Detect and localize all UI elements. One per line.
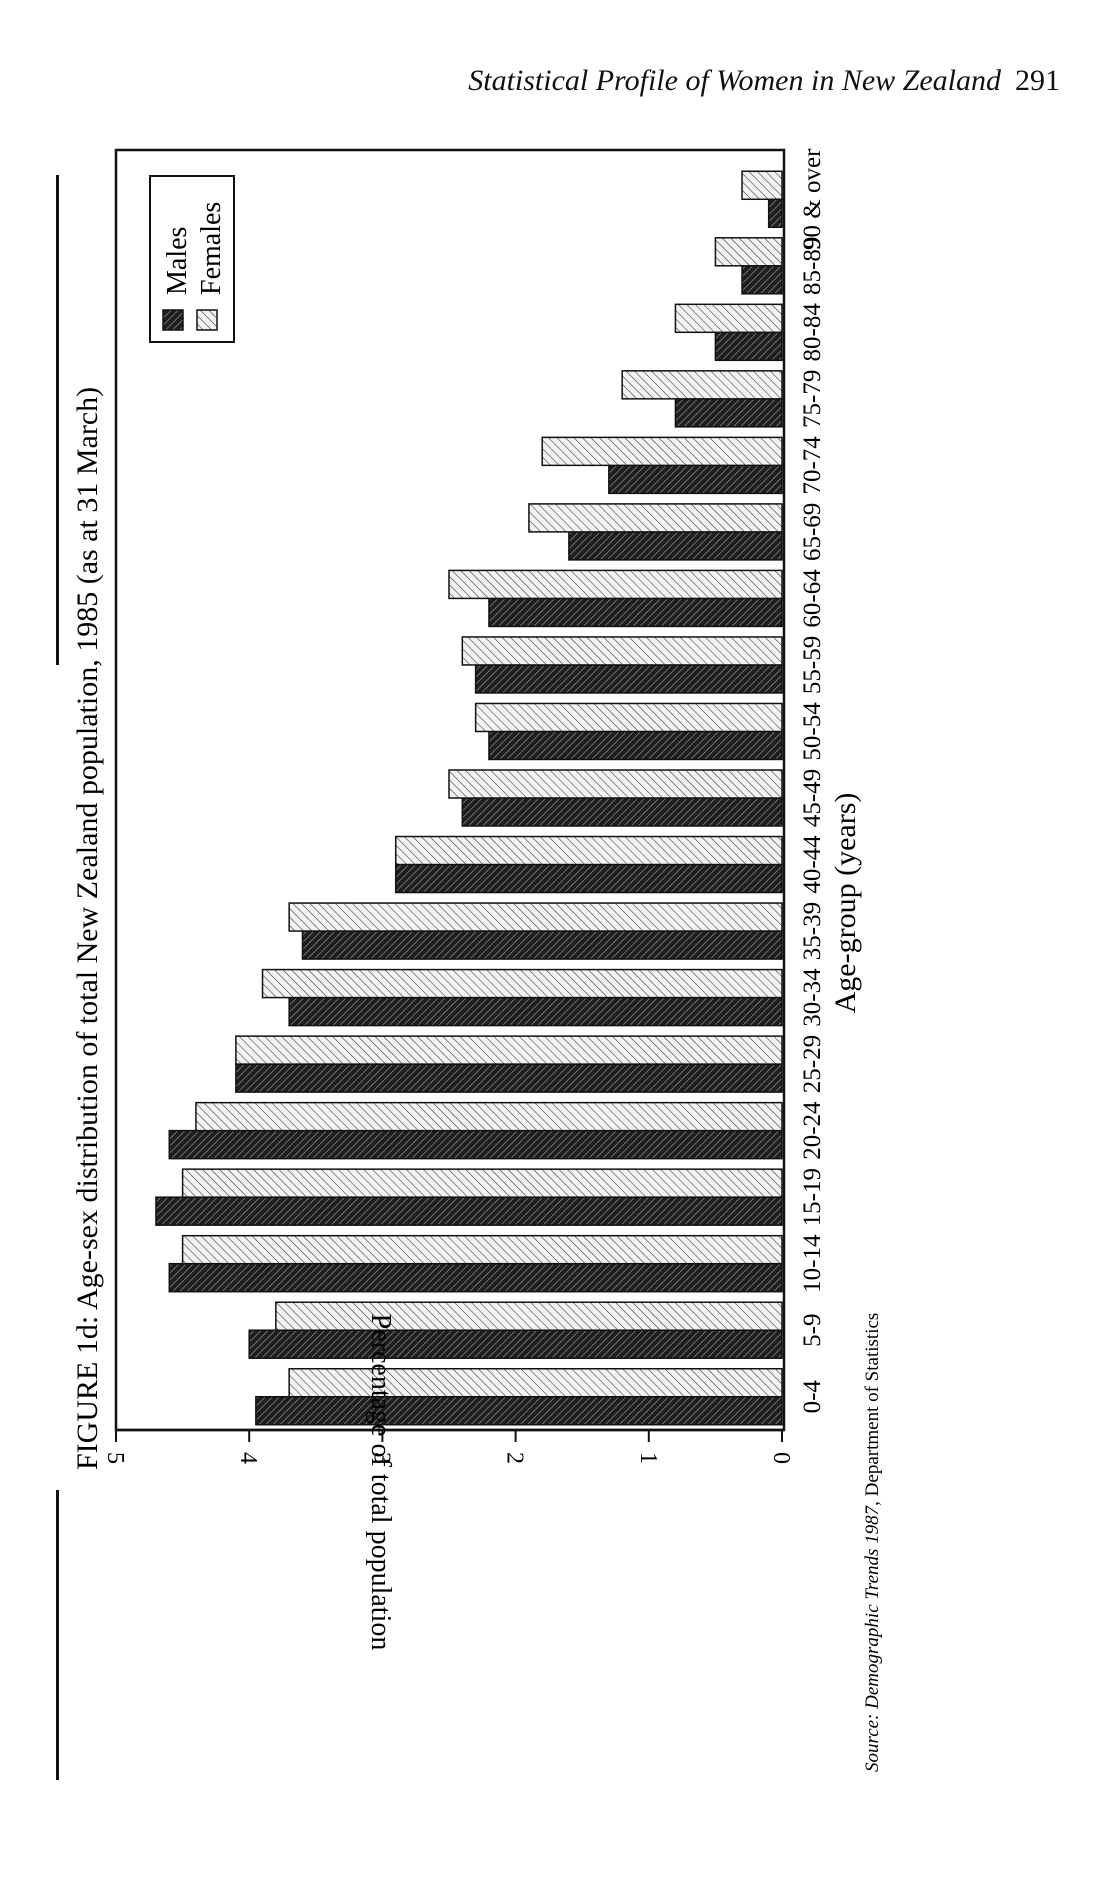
category-label: 40-44	[799, 835, 826, 894]
bar-males-25-29	[235, 1063, 783, 1093]
margin-rule-bottom	[56, 1490, 59, 1780]
bar-males-0-4	[255, 1395, 783, 1426]
category-labels: 0-4 5-9 10-14 15-19 20-24 25-29 30-34 35-39 40-4…	[799, 148, 826, 1413]
bar-females-30-34	[261, 968, 783, 999]
legend-label-males: Males	[162, 227, 193, 295]
source-suffix: , Department of Statistics	[862, 1313, 883, 1506]
bar-males-50-54	[488, 730, 783, 761]
bar-males-45-49	[461, 797, 783, 827]
page-number: 291	[1015, 64, 1060, 97]
bar-females-50-54	[474, 702, 783, 733]
bar-males-40-44	[394, 863, 783, 894]
bar-females-70-74	[541, 436, 783, 467]
category-label: 20-24	[799, 1101, 826, 1160]
bar-males-75-79	[674, 398, 783, 428]
category-label: 30-34	[799, 968, 826, 1027]
bar-females-85-89	[714, 237, 783, 267]
source-title: Demographic Trends 1987	[862, 1504, 883, 1710]
category-label: 10-14	[799, 1234, 826, 1293]
x-axis-title: Age-group (years)	[829, 793, 862, 1014]
category-label: 70-74	[799, 436, 826, 495]
category-label: 65-69	[799, 503, 826, 561]
chart-title: FIGURE 1d: Age-sex distribution of total…	[71, 387, 104, 1470]
category-label: 15-19	[799, 1168, 826, 1226]
value-tick-label: 3	[368, 1452, 394, 1464]
category-label: 80-84	[799, 303, 826, 362]
bar-males-85-89	[741, 265, 783, 295]
category-label: 55-59	[799, 636, 826, 694]
bar-females-90-over	[741, 170, 783, 201]
bar-females-55-59	[461, 636, 783, 666]
bar-group	[155, 170, 783, 1426]
bar-males-10-14	[168, 1262, 783, 1293]
category-label: 5-9	[799, 1314, 826, 1347]
bar-males-5-9	[248, 1329, 783, 1359]
value-tick-label: 2	[502, 1452, 528, 1464]
bar-males-80-84	[714, 331, 783, 362]
category-label: 60-64	[799, 569, 826, 628]
margin-rule-top	[56, 175, 59, 665]
category-label: 50-54	[799, 702, 826, 761]
bar-males-65-69	[568, 531, 783, 561]
bar-males-55-59	[474, 664, 783, 694]
bar-females-45-49	[448, 769, 783, 799]
category-label: 35-39	[799, 902, 826, 960]
bar-females-20-24	[195, 1101, 783, 1132]
bar-males-90-over	[767, 198, 783, 229]
bar-females-65-69	[528, 503, 783, 533]
value-tick-label: 4	[235, 1452, 261, 1464]
bar-males-20-24	[168, 1129, 783, 1160]
category-label: 0-4	[799, 1380, 826, 1414]
bar-females-75-79	[621, 370, 783, 400]
source-prefix: Source:	[862, 1709, 883, 1772]
value-tick-label: 1	[635, 1452, 661, 1464]
bar-females-60-64	[448, 569, 783, 600]
running-header: Statistical Profile of Women in New Zeal…	[468, 64, 1060, 98]
category-label: 25-29	[799, 1035, 826, 1093]
bar-females-15-19	[181, 1168, 783, 1198]
bar-females-25-29	[235, 1035, 783, 1065]
y-axis-title: Percentage of total population	[365, 1314, 396, 1651]
running-title: Statistical Profile of Women in New Zeal…	[468, 64, 1001, 97]
category-label: 75-79	[799, 370, 826, 428]
bar-males-15-19	[155, 1196, 783, 1226]
bar-females-0-4	[288, 1367, 783, 1398]
legend-swatch-females	[196, 309, 218, 331]
legend-label-females: Females	[196, 202, 227, 295]
category-label: 90 & over	[799, 148, 826, 250]
bar-females-5-9	[275, 1301, 783, 1331]
value-tick-label: 0	[768, 1452, 794, 1464]
source-note: Source: Demographic Trends 1987, Departm…	[862, 1313, 883, 1772]
bar-males-35-39	[301, 930, 783, 960]
category-label: 85-89	[799, 237, 826, 295]
legend-swatch-males	[162, 309, 184, 331]
legend: Males Females	[149, 175, 235, 343]
bar-males-70-74	[608, 464, 783, 495]
category-label: 45-49	[799, 769, 826, 827]
bar-females-10-14	[181, 1234, 783, 1265]
bar-males-60-64	[488, 597, 783, 628]
bar-females-80-84	[674, 303, 783, 334]
bar-females-35-39	[288, 902, 783, 932]
bar-males-30-34	[288, 996, 783, 1027]
value-tick-label: 5	[102, 1452, 128, 1464]
bar-females-40-44	[394, 835, 783, 866]
value-axis: 0 1 2 3 4 5	[102, 1428, 794, 1464]
